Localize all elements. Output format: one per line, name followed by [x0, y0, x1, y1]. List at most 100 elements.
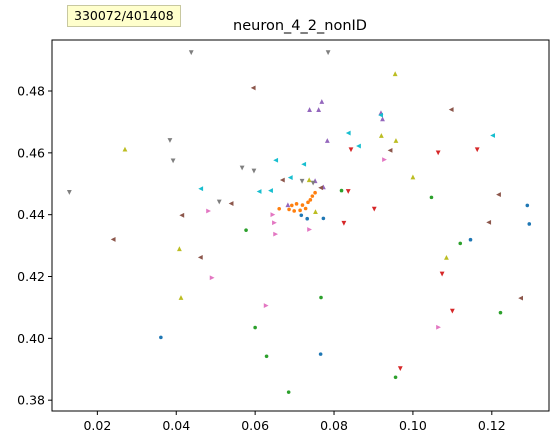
data-point-series-2	[429, 195, 434, 200]
data-point-series-1	[300, 203, 305, 207]
data-point-series-9	[378, 112, 383, 118]
data-point-series-7	[299, 178, 305, 184]
data-point-series-1	[294, 202, 299, 206]
data-point-series-3	[371, 206, 377, 212]
x-tick-label: 0.04	[162, 418, 190, 433]
data-point-series-0	[525, 203, 530, 208]
data-points-layer	[66, 50, 532, 394]
data-point-series-7	[310, 180, 316, 186]
data-point-series-6	[206, 208, 211, 214]
y-tick-label: 0.40	[17, 331, 45, 346]
data-point-series-5	[279, 177, 285, 183]
data-point-series-1	[298, 208, 302, 213]
data-point-series-3	[397, 366, 403, 372]
data-point-series-6	[307, 227, 312, 232]
data-point-series-9	[268, 188, 273, 193]
data-point-series-0	[468, 237, 473, 242]
data-point-series-5	[387, 147, 393, 153]
x-tick-label: 0.02	[83, 418, 111, 433]
data-point-series-4	[285, 202, 291, 208]
x-tick-label: 0.06	[241, 418, 269, 433]
plot-frame	[51, 39, 550, 412]
x-tick-label: 0.10	[399, 418, 427, 433]
data-point-series-6	[263, 303, 269, 308]
y-axis: 0.38 0.40 0.42 0.44 0.46 0.48	[17, 84, 52, 408]
data-point-series-7	[325, 50, 331, 56]
data-point-series-8	[410, 174, 416, 180]
data-point-series-0	[527, 222, 532, 226]
data-point-series-1	[306, 200, 310, 205]
data-point-series-1	[303, 206, 308, 211]
data-point-series-8	[392, 71, 398, 77]
data-point-series-5	[448, 107, 454, 112]
data-point-series-3	[449, 308, 455, 314]
data-point-series-8	[378, 133, 384, 138]
data-point-series-8	[122, 146, 128, 152]
data-point-series-0	[299, 213, 304, 218]
data-point-series-7	[167, 138, 173, 143]
data-point-series-6	[209, 275, 215, 281]
data-point-series-9	[287, 175, 293, 180]
data-point-series-0	[305, 216, 310, 221]
data-point-series-2	[393, 375, 398, 380]
data-point-series-2	[286, 390, 291, 394]
x-axis: 0.02 0.04 0.06 0.08 0.10 0.12	[83, 411, 506, 433]
y-tick-label: 0.38	[17, 393, 45, 408]
data-point-series-3	[474, 147, 480, 153]
data-point-series-8	[393, 138, 399, 143]
data-point-series-4	[324, 138, 330, 143]
data-point-series-5	[486, 220, 492, 225]
x-tick-label: 0.12	[478, 418, 506, 433]
data-point-series-4	[380, 116, 385, 122]
data-point-series-1	[310, 194, 315, 198]
data-point-series-9	[273, 157, 279, 163]
data-point-series-5	[228, 201, 234, 206]
y-tick-label: 0.46	[17, 145, 45, 160]
data-point-series-6	[270, 212, 276, 218]
data-point-series-5	[318, 185, 324, 191]
data-point-series-9	[490, 133, 495, 138]
data-point-series-9	[198, 186, 204, 192]
data-point-series-0	[318, 352, 323, 356]
data-point-series-2	[498, 310, 503, 315]
data-point-series-5	[179, 212, 185, 218]
y-tick-label: 0.48	[17, 84, 45, 99]
data-point-series-8	[178, 295, 184, 300]
data-point-series-0	[159, 335, 163, 340]
data-point-series-9	[345, 130, 351, 136]
x-tick-label: 0.08	[320, 418, 348, 433]
data-point-series-5	[250, 85, 256, 91]
data-point-series-7	[188, 50, 194, 56]
data-point-series-8	[306, 177, 312, 183]
data-point-series-1	[292, 209, 296, 213]
data-point-series-2	[264, 354, 269, 359]
data-point-series-4	[307, 107, 312, 112]
data-point-series-3	[435, 150, 441, 156]
data-point-series-2	[253, 325, 257, 330]
data-point-series-9	[356, 143, 361, 149]
data-point-series-6	[272, 220, 277, 226]
data-point-series-1	[308, 198, 313, 202]
data-point-series-3	[345, 189, 351, 194]
chart-title: neuron_4_2_nonID	[233, 18, 367, 34]
data-point-series-6	[436, 324, 441, 330]
data-point-series-5	[110, 237, 116, 242]
data-point-series-2	[339, 188, 344, 193]
data-point-series-1	[290, 203, 294, 208]
data-point-series-7	[216, 199, 222, 205]
data-point-series-9	[256, 189, 262, 194]
data-point-series-6	[273, 231, 279, 237]
data-point-series-1	[277, 207, 282, 211]
data-point-series-0	[321, 216, 326, 221]
data-point-series-6	[382, 157, 387, 163]
data-point-series-5	[197, 254, 203, 260]
data-point-series-5	[496, 192, 501, 197]
data-point-series-8	[177, 246, 182, 252]
data-point-series-4	[316, 107, 322, 112]
data-point-series-3	[341, 220, 347, 226]
data-point-series-1	[313, 190, 317, 195]
y-tick-label: 0.44	[17, 207, 45, 222]
data-point-series-8	[444, 254, 449, 260]
data-point-series-7	[251, 168, 257, 174]
